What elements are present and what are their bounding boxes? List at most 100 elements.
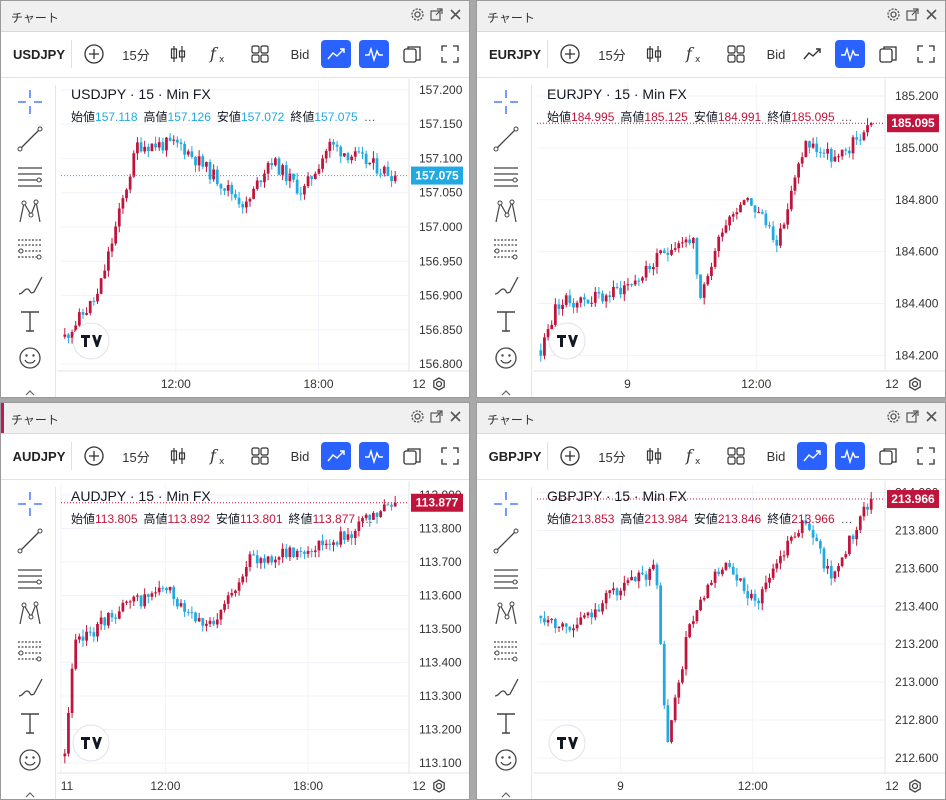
compare-button[interactable] [79,40,109,68]
symbol-selector[interactable]: USDJPY [7,40,72,68]
chart-type-button[interactable] [163,40,193,68]
fullscreen-button[interactable] [435,442,465,470]
window-titlebar[interactable]: チャート [1,1,469,32]
trend-line-tool[interactable] [15,526,45,556]
price-chart[interactable]: 185.200 185.000 184.800 184.600 184.400 184.2… [533,79,945,397]
tick-chart-button[interactable] [359,40,389,68]
line-chart-button[interactable] [321,442,351,470]
price-type-selector[interactable]: Bid [766,46,786,62]
interval-selector[interactable]: 15分 [598,449,626,465]
trend-line-tool[interactable] [491,526,521,556]
chart-type-button[interactable] [639,40,669,68]
settings-button[interactable] [886,409,901,424]
fullscreen-button[interactable] [435,40,465,68]
text-tool[interactable] [15,306,45,336]
fullscreen-button[interactable] [911,40,941,68]
interval-selector[interactable]: 15分 [122,449,150,465]
symbol-selector[interactable]: GBPJPY [483,442,548,470]
horizontal-lines-tool[interactable] [15,160,45,190]
trend-line-tool[interactable] [15,124,45,154]
tick-chart-button[interactable] [835,40,865,68]
emoji-tool[interactable] [15,745,45,775]
multi-window-button[interactable] [873,40,903,68]
horizontal-lines-tool[interactable] [491,562,521,592]
settings-button[interactable] [410,7,425,22]
crosshair-tool[interactable] [491,489,521,519]
pattern-tool[interactable] [491,599,521,629]
tradingview-logo[interactable] [548,724,586,762]
settings-button[interactable] [886,7,901,22]
popout-button[interactable] [429,409,444,424]
fib-tool[interactable] [491,233,521,263]
crosshair-tool[interactable] [15,489,45,519]
templates-button[interactable] [245,40,275,68]
multi-window-button[interactable] [873,442,903,470]
crosshair-tool[interactable] [15,87,45,117]
price-type-selector[interactable]: Bid [766,448,786,464]
horizontal-lines-tool[interactable] [15,562,45,592]
fullscreen-button[interactable] [911,442,941,470]
price-chart[interactable]: 113.900113.800113.700113.600113.500113.4… [57,481,469,799]
price-type-selector[interactable]: Bid [290,448,310,464]
axis-settings-button[interactable] [909,779,921,793]
text-tool[interactable] [15,708,45,738]
close-button[interactable] [924,7,939,22]
axis-settings-button[interactable] [433,377,445,391]
symbol-selector[interactable]: AUDJPY [7,442,72,470]
tick-chart-button[interactable] [835,442,865,470]
chart-type-button[interactable] [639,442,669,470]
pattern-tool[interactable] [15,599,45,629]
toolbar-scroll-indicator[interactable] [23,787,37,798]
emoji-tool[interactable] [15,343,45,373]
tick-chart-button[interactable] [359,442,389,470]
pattern-tool[interactable] [491,197,521,227]
templates-button[interactable] [721,442,751,470]
multi-window-button[interactable] [397,442,427,470]
toolbar-scroll-indicator[interactable] [499,385,513,396]
compare-button[interactable] [79,442,109,470]
price-chart[interactable]: 157.200 157.150 157.100 157.050 157.000 156.9… [57,79,469,397]
line-chart-button[interactable] [797,40,827,68]
interval-selector[interactable]: 15分 [122,47,150,63]
brush-tool[interactable] [491,672,521,702]
interval-selector[interactable]: 15分 [598,47,626,63]
close-button[interactable] [924,409,939,424]
toolbar-scroll-indicator[interactable] [499,787,513,798]
price-type-selector[interactable]: Bid [290,46,310,62]
close-button[interactable] [448,7,463,22]
line-chart-button[interactable] [321,40,351,68]
emoji-tool[interactable] [491,343,521,373]
legend-more[interactable]: … [841,512,853,526]
fib-tool[interactable] [15,635,45,665]
line-chart-button[interactable] [797,442,827,470]
compare-button[interactable] [555,442,585,470]
fib-tool[interactable] [491,635,521,665]
fib-tool[interactable] [15,233,45,263]
compare-button[interactable] [555,40,585,68]
tradingview-logo[interactable] [72,322,110,360]
trend-line-tool[interactable] [491,124,521,154]
popout-button[interactable] [429,7,444,22]
axis-settings-button[interactable] [909,377,921,391]
tradingview-logo[interactable] [548,322,586,360]
legend-more[interactable]: … [364,110,376,124]
pattern-tool[interactable] [15,197,45,227]
crosshair-tool[interactable] [491,87,521,117]
toolbar-scroll-indicator[interactable] [23,385,37,396]
legend-more[interactable]: … [841,110,853,124]
window-titlebar[interactable]: チャート [1,403,469,434]
axis-settings-button[interactable] [433,779,445,793]
popout-button[interactable] [905,409,920,424]
templates-button[interactable] [721,40,751,68]
symbol-selector[interactable]: EURJPY [483,40,548,68]
brush-tool[interactable] [491,270,521,300]
text-tool[interactable] [491,306,521,336]
brush-tool[interactable] [15,270,45,300]
templates-button[interactable] [245,442,275,470]
popout-button[interactable] [905,7,920,22]
brush-tool[interactable] [15,672,45,702]
